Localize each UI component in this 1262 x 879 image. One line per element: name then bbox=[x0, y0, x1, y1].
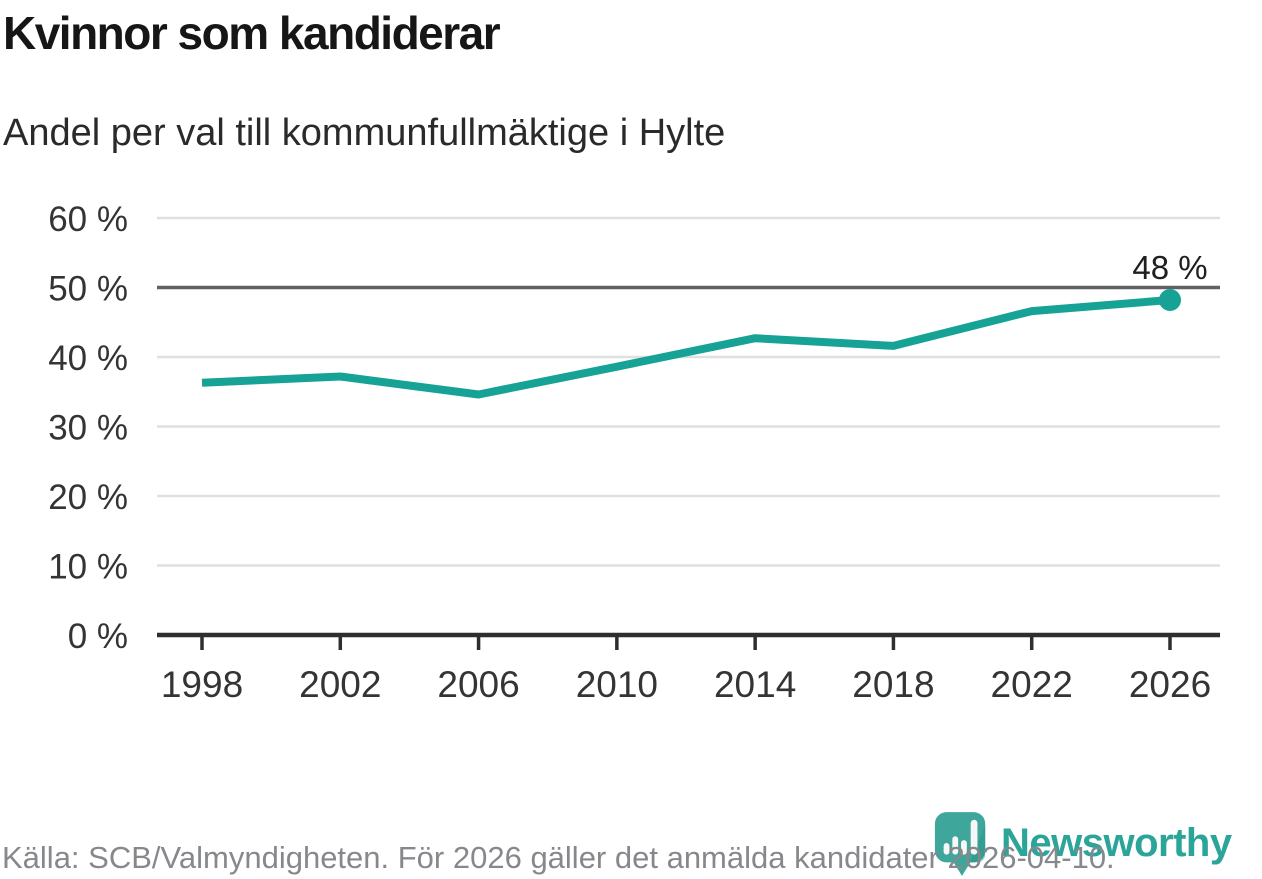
y-axis-tick-label: 30 % bbox=[48, 409, 128, 448]
x-axis-tick-label: 2006 bbox=[437, 664, 519, 705]
last-point-marker bbox=[1159, 289, 1181, 312]
newsworthy-pin-icon bbox=[934, 812, 986, 876]
line-chart: 0 % 10 % 20 % 30 % 40 % 50 % 60 % 48 % 1998 2002 2… bbox=[48, 200, 1220, 705]
x-axis-tick-label: 2022 bbox=[991, 664, 1073, 705]
x-axis-tick-label: 2010 bbox=[576, 664, 658, 705]
y-axis-tick-label: 0 % bbox=[68, 617, 128, 656]
source-note: Källa: SCB/Valmyndigheten. För 2026 gäll… bbox=[2, 840, 1115, 875]
newsworthy-logo: Newsworthy bbox=[933, 810, 1232, 876]
y-axis-tick-label: 40 % bbox=[48, 339, 128, 378]
y-axis-tick-label: 20 % bbox=[48, 478, 128, 517]
newsworthy-wordmark: Newsworthy bbox=[1001, 820, 1232, 865]
x-axis-tick-label: 2014 bbox=[714, 664, 796, 705]
x-axis-tick-label: 2026 bbox=[1129, 664, 1211, 705]
y-axis-tick-label: 10 % bbox=[48, 548, 128, 587]
x-axis-tick-label: 2002 bbox=[299, 664, 381, 705]
end-value-label: 48 % bbox=[1132, 249, 1207, 286]
x-axis-tick-label: 2018 bbox=[852, 664, 934, 705]
y-axis-tick-label: 60 % bbox=[48, 200, 128, 239]
page-title: Kvinnor som kandiderar bbox=[3, 7, 501, 59]
chart-subtitle: Andel per val till kommunfullmäktige i H… bbox=[3, 112, 726, 154]
data-line-series bbox=[201, 296, 1171, 399]
y-axis-tick-label: 50 % bbox=[48, 270, 128, 309]
x-axis-tick-label: 1998 bbox=[161, 664, 243, 705]
